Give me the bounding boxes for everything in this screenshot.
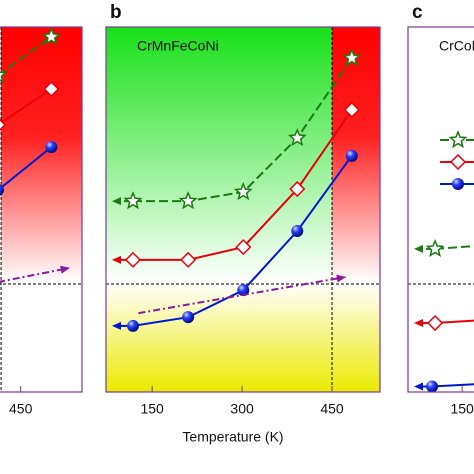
arrow-head [112, 255, 121, 264]
arrow-head [414, 319, 423, 328]
marker [426, 380, 439, 392]
panel-label: c [412, 2, 423, 23]
marker [342, 48, 362, 67]
arrow-head [60, 265, 70, 274]
marker [41, 27, 61, 45]
marker [45, 141, 58, 154]
marker [180, 251, 197, 268]
marker [182, 311, 195, 324]
x-tick-label: 150 [140, 401, 164, 417]
background [1, 27, 82, 392]
panel [408, 238, 474, 392]
marker [126, 319, 139, 332]
marker [123, 191, 143, 210]
marker [43, 80, 60, 98]
marker [233, 182, 253, 201]
series-line [0, 266, 70, 283]
series-line [0, 36, 52, 75]
marker [124, 251, 142, 268]
marker [0, 184, 4, 196]
series-line [435, 245, 474, 250]
marker [237, 284, 250, 297]
marker [343, 101, 360, 118]
marker [425, 238, 445, 257]
marker [426, 314, 444, 332]
arrow-head [414, 244, 423, 253]
arrow-head [336, 274, 346, 283]
panel-title: CrCoNi [439, 38, 474, 54]
x-tick-label: 450 [9, 401, 33, 417]
panel-frame [0, 26, 83, 393]
series-line [0, 146, 52, 190]
marker [289, 180, 306, 198]
panel-frame [105, 26, 381, 393]
legend-marker [452, 178, 464, 190]
marker [235, 239, 252, 256]
marker [291, 225, 304, 238]
panel [106, 27, 380, 392]
marker [0, 70, 8, 84]
arrow-head [112, 197, 121, 206]
x-tick-label: 150 [450, 401, 474, 417]
series-line [432, 383, 474, 388]
panel-frame [407, 26, 474, 393]
x-tick-label: 450 [320, 401, 344, 417]
background [106, 27, 333, 392]
series-line [435, 319, 474, 324]
x-axis-label: Temperature (K) [182, 429, 283, 445]
x-tick-label: 300 [230, 401, 254, 417]
marker [0, 118, 7, 131]
marker [287, 128, 307, 146]
arrow-head [112, 321, 121, 330]
marker [345, 149, 358, 162]
panel [0, 27, 82, 392]
series-line [138, 276, 346, 315]
series-line [0, 88, 52, 125]
panel-title: CrMnFeCoNi [137, 38, 219, 54]
panel-label: b [110, 2, 122, 23]
marker [178, 191, 198, 210]
arrow-head [414, 382, 423, 391]
background [332, 27, 380, 392]
legend-marker [448, 130, 468, 149]
legend-marker [449, 153, 467, 171]
